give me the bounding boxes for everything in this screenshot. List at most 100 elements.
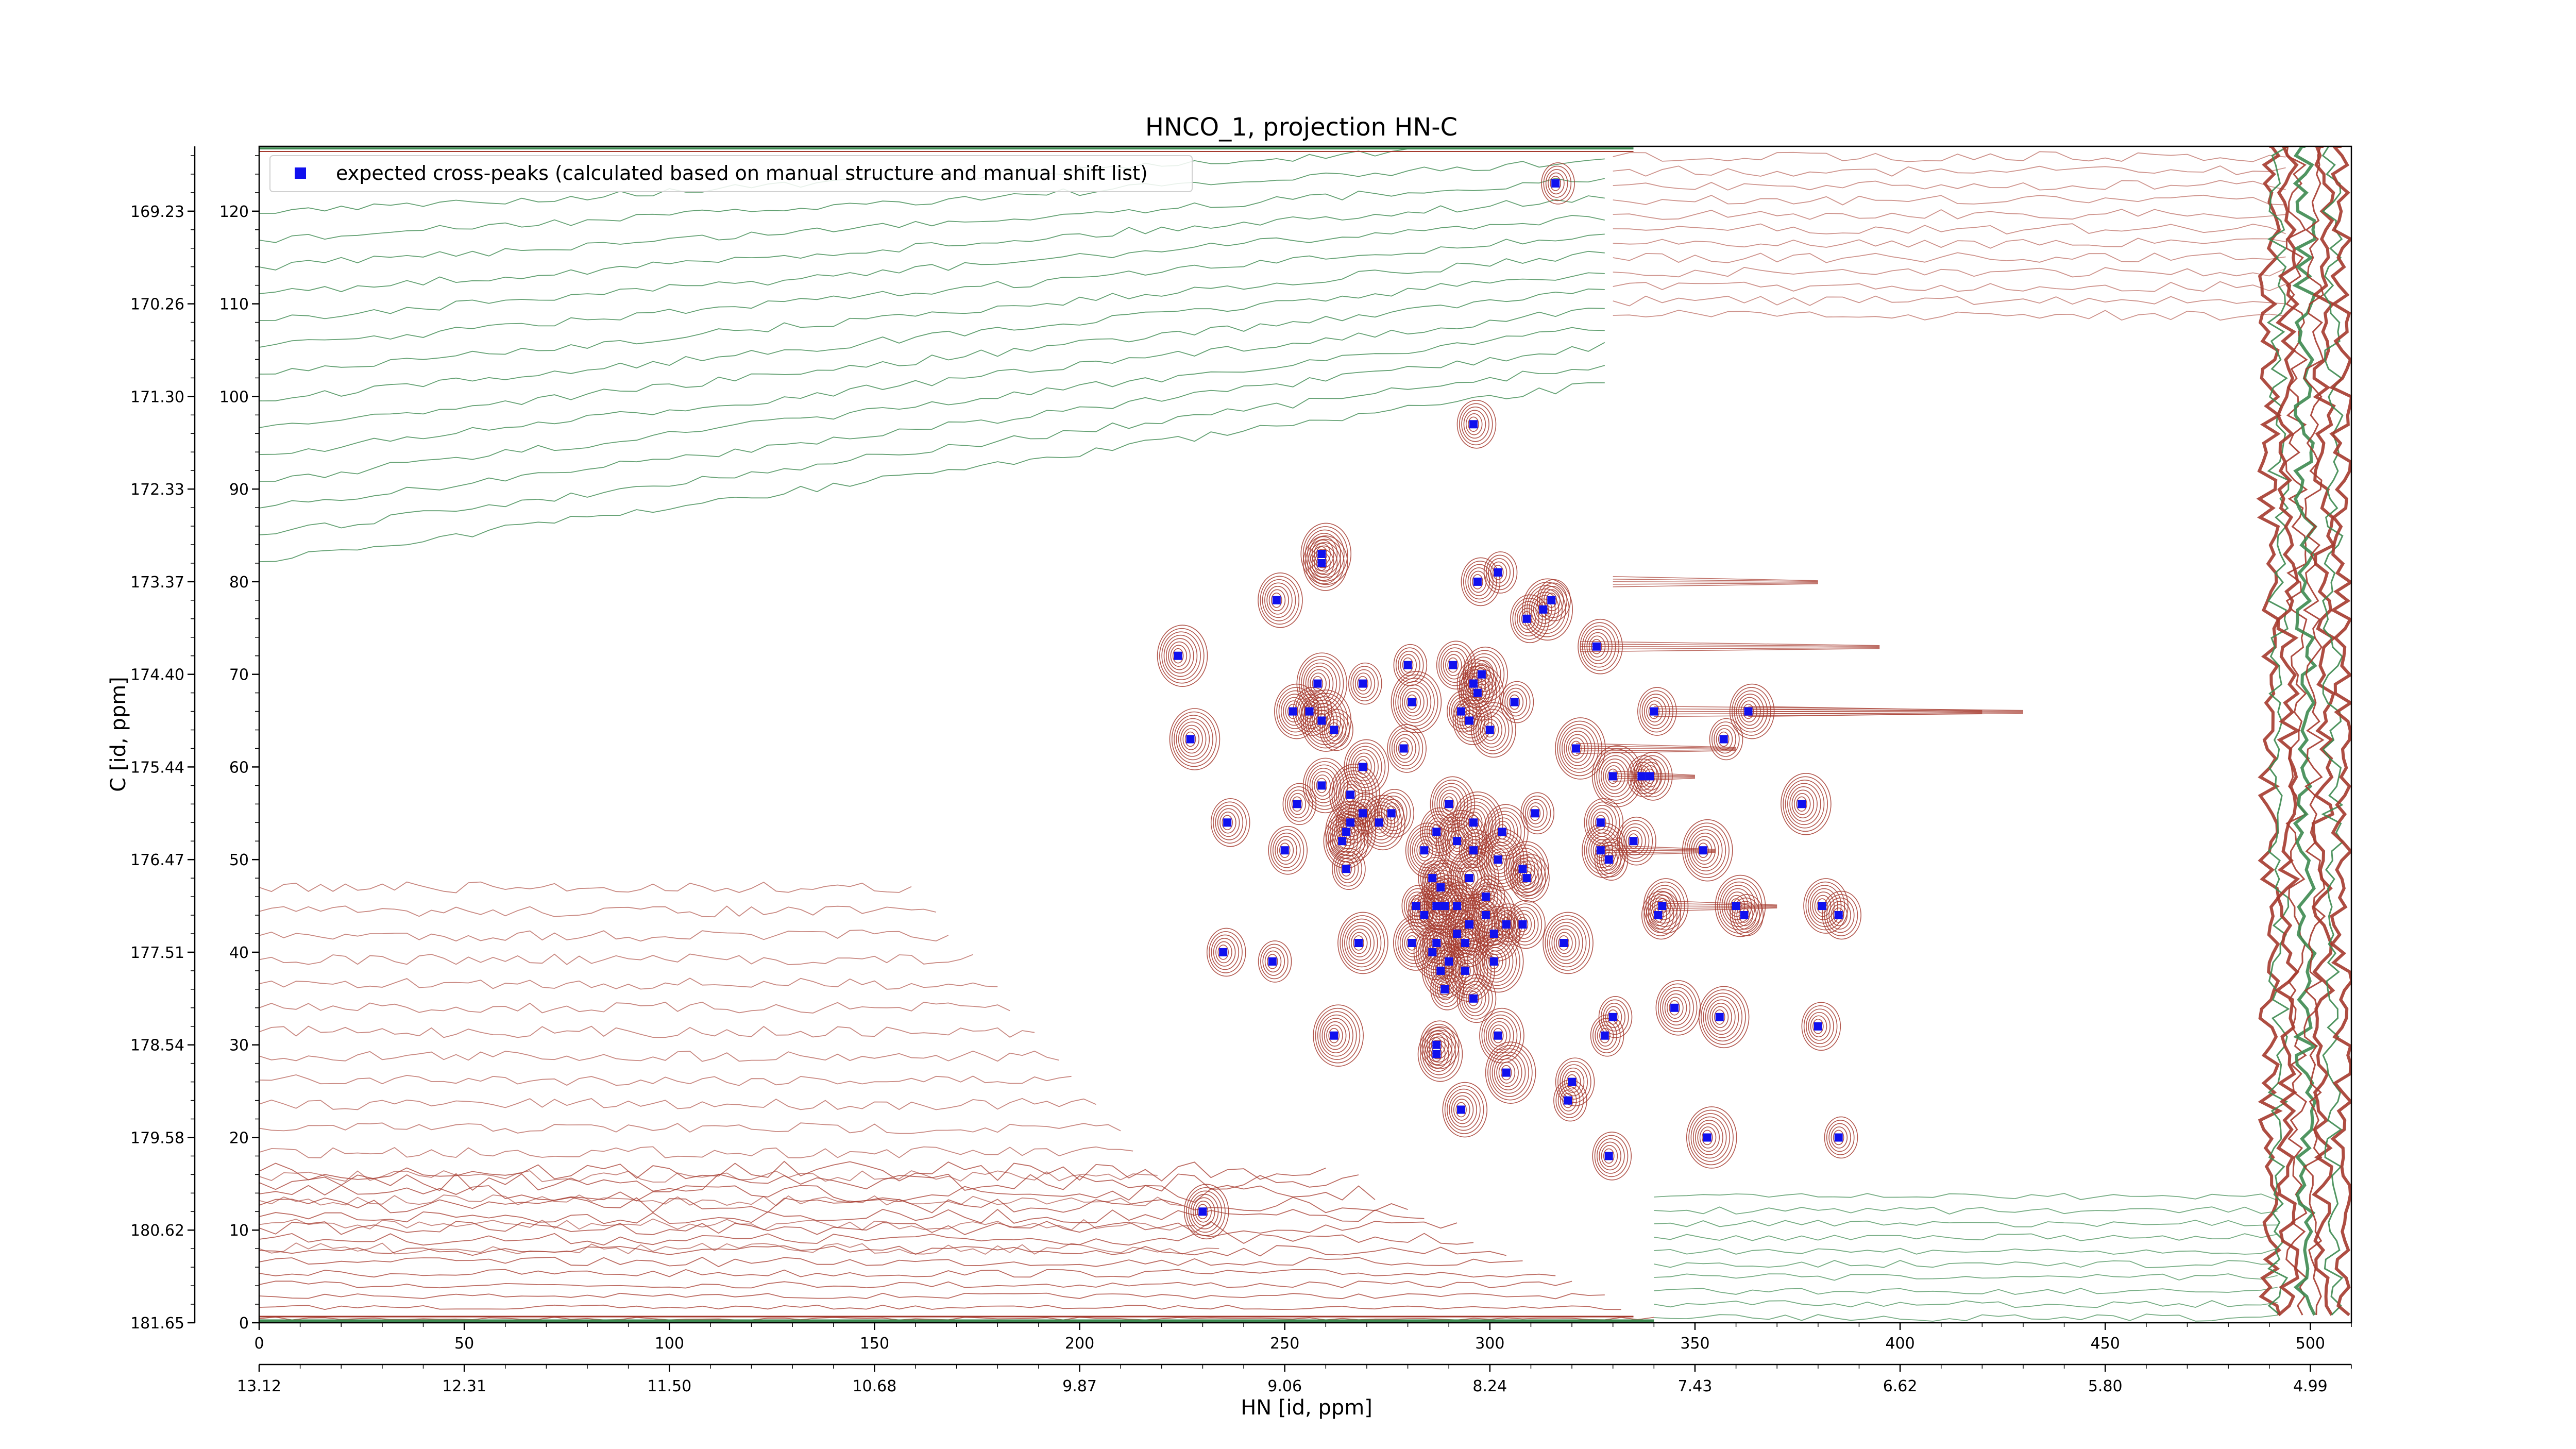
cross-peak-marker (1432, 1050, 1441, 1058)
y-ppm-tick-label: 178.54 (130, 1037, 184, 1055)
x-ppm-tick-label: 11.50 (647, 1377, 691, 1395)
contour-peak (1336, 801, 1370, 844)
contour-peak (1699, 1126, 1717, 1149)
contour-peak (1512, 597, 1547, 640)
cross-peak-marker (1637, 772, 1646, 781)
contour-peak (1468, 991, 1479, 1006)
contour-peak (1463, 410, 1486, 439)
contour-peak (1324, 715, 1347, 745)
contour-peak (1500, 1065, 1512, 1081)
contour-peak (1519, 608, 1536, 630)
cross-peak-marker (1699, 846, 1707, 855)
contour-baseline-band (259, 1233, 1474, 1246)
contour-peak (1311, 540, 1334, 568)
contour-peak (1492, 565, 1504, 580)
contour-streak (1748, 712, 1982, 715)
cross-peak-marker (1465, 716, 1473, 725)
contour-peak (1514, 601, 1543, 637)
cross-peak-marker (1539, 605, 1548, 614)
contour-peak (1522, 795, 1551, 831)
contour-peak (1360, 795, 1405, 851)
contour-peak (1406, 935, 1418, 951)
contour-peak (1314, 774, 1331, 797)
contour-noise-band (259, 1122, 1121, 1134)
cross-peak-marker (1420, 911, 1429, 919)
contour-peak (1826, 1120, 1855, 1155)
contour-peak (1210, 798, 1250, 847)
contour-peak (1690, 1113, 1731, 1162)
contour-peak (1422, 811, 1456, 853)
cross-peak-marker (1481, 911, 1490, 919)
cross-peak-marker (1445, 800, 1453, 808)
contour-negative-band (259, 342, 1605, 509)
contour-peak (1479, 913, 1514, 955)
legend-marker-icon (295, 167, 306, 179)
contour-peak (1169, 708, 1221, 770)
contour-peak (1350, 932, 1368, 954)
x-axis-label: HN [id, ppm] (1241, 1396, 1372, 1420)
contour-peak (1195, 1200, 1212, 1223)
contour-peak (1305, 761, 1345, 810)
contour-peak (1171, 711, 1217, 767)
cross-peak-marker (1604, 1152, 1613, 1160)
contour-noise-band (259, 1098, 1096, 1110)
contour-peak (1486, 1018, 1514, 1054)
contour-streak (1662, 906, 1777, 909)
contour-peak (1311, 771, 1334, 800)
contour-peak (1709, 1002, 1732, 1032)
cross-peak-marker (1494, 568, 1502, 577)
contour-peak (1484, 947, 1506, 976)
contour-peak (1660, 987, 1694, 1029)
contour-peak (1315, 1007, 1361, 1064)
cross-peak-marker (1359, 679, 1367, 688)
contour-peak (1801, 1002, 1841, 1051)
cross-peak-marker (1342, 865, 1351, 873)
cross-peak-marker (1280, 846, 1289, 855)
contour-peak (1313, 1004, 1364, 1067)
contour-peak (1529, 588, 1563, 631)
contour-baseline-band (259, 1292, 1605, 1300)
contour-peak (1443, 650, 1466, 680)
contour-peak (1469, 570, 1487, 593)
cross-peak-marker (1502, 920, 1511, 929)
contour-peak (1332, 827, 1355, 856)
contour-peak (1305, 538, 1345, 588)
contour-peak (1424, 814, 1453, 850)
contour-peak (1190, 1193, 1219, 1229)
cross-peak-marker (1498, 828, 1506, 836)
contour-peak (1504, 687, 1527, 717)
contour-peak (1444, 1085, 1484, 1134)
contour-right-band (1613, 194, 2286, 206)
contour-peak (1452, 696, 1493, 745)
contour-streak (1575, 750, 1736, 754)
cross-peak-marker (1457, 707, 1466, 716)
y-tick-label: 70 (229, 666, 249, 684)
contour-peak (1168, 641, 1191, 670)
contour-peak (1541, 162, 1575, 205)
y-ppm-tick-label: 173.37 (130, 574, 184, 592)
cross-peak-marker (1338, 837, 1347, 846)
contour-negative-band (259, 250, 1605, 375)
y-tick-label: 100 (219, 388, 249, 406)
cross-peak-marker (1564, 1096, 1572, 1105)
contour-peak (1270, 593, 1282, 608)
contour-peak (1520, 792, 1555, 835)
contour-peak (1307, 533, 1341, 575)
cross-peak-marker (1412, 902, 1420, 911)
contour-peak (1824, 1116, 1858, 1159)
x-ppm-tick-label: 7.43 (1678, 1377, 1713, 1395)
contour-peak (1312, 676, 1324, 692)
contour-peak (1734, 901, 1757, 930)
contour-peak (1486, 950, 1503, 973)
contour-peak (1346, 925, 1375, 961)
contour-noise-band (259, 1074, 1072, 1086)
contour-peak (1803, 1005, 1838, 1048)
contour-peak (1277, 839, 1294, 862)
contour-peak (1350, 749, 1379, 785)
cross-peak-marker (1477, 670, 1486, 679)
contour-peak (1449, 830, 1466, 852)
contour-peak (1443, 796, 1454, 812)
contour-peak (1461, 406, 1489, 442)
contour-peak (1449, 1092, 1477, 1127)
contour-peak (1468, 416, 1479, 432)
